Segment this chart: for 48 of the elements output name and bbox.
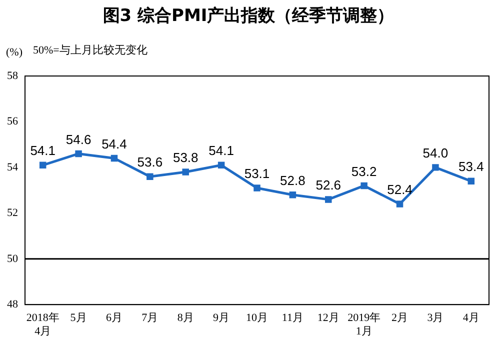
x-tick-label: 12月 [317, 312, 340, 324]
data-label: 53.4 [458, 159, 484, 174]
x-tick-label: 9月 [213, 312, 230, 324]
data-label: 54.1 [208, 143, 234, 158]
data-label: 54.0 [422, 146, 448, 161]
data-label: 54.6 [66, 132, 92, 147]
x-tick-label: 5月 [70, 312, 87, 324]
point [325, 196, 332, 203]
x-tick-label: 2018年 4月 [26, 312, 60, 338]
data-label: 54.1 [30, 143, 56, 158]
y-tick-label: 48 [7, 298, 18, 310]
x-tick-label: 2019年 1月 [348, 312, 381, 338]
point [218, 162, 225, 169]
x-tick-label: 2月 [392, 312, 408, 324]
y-tick-label: 54 [7, 161, 18, 174]
point [110, 154, 118, 162]
data-label: 52.6 [316, 178, 342, 193]
data-label: 52.4 [387, 182, 412, 198]
x-tick-label: 3月 [427, 312, 444, 324]
data-label: 53.6 [137, 154, 163, 170]
point [289, 192, 296, 198]
point [432, 164, 439, 171]
chart-title: 图3 综合PMI产出指数（经季节调整） [102, 5, 396, 28]
point [39, 162, 46, 169]
data-label: 52.8 [280, 172, 306, 188]
data-label: 53.8 [172, 150, 198, 166]
text: 50%=与上月比较无变化 [33, 43, 148, 56]
x-tick-label: 11月 [282, 312, 304, 324]
point [254, 184, 260, 192]
y-tick-label: 52 [7, 207, 18, 220]
data-label: 53.2 [351, 164, 377, 179]
point [75, 150, 82, 158]
point [360, 182, 368, 190]
y-axis-title: (%) [6, 46, 23, 58]
x-tick-label: 10月 [246, 312, 268, 324]
x-tick-label: 7月 [142, 312, 158, 324]
y-tick-label: 58 [7, 70, 18, 82]
data-label: 53.1 [244, 166, 270, 182]
y-tick-label: 50 [7, 252, 18, 265]
point [468, 178, 475, 185]
y-tick-label: 56 [7, 116, 18, 128]
x-tick-label: 8月 [177, 312, 194, 324]
x-tick-label: 6月 [106, 312, 122, 324]
x-tick-label: 4月 [462, 312, 480, 324]
point [146, 173, 154, 180]
point [182, 168, 189, 176]
data-label: 54.4 [102, 136, 127, 152]
point [396, 200, 404, 208]
